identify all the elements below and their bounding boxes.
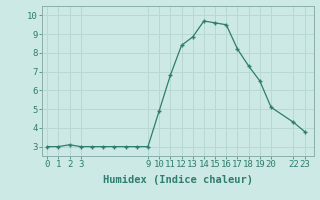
X-axis label: Humidex (Indice chaleur): Humidex (Indice chaleur) xyxy=(103,175,252,185)
